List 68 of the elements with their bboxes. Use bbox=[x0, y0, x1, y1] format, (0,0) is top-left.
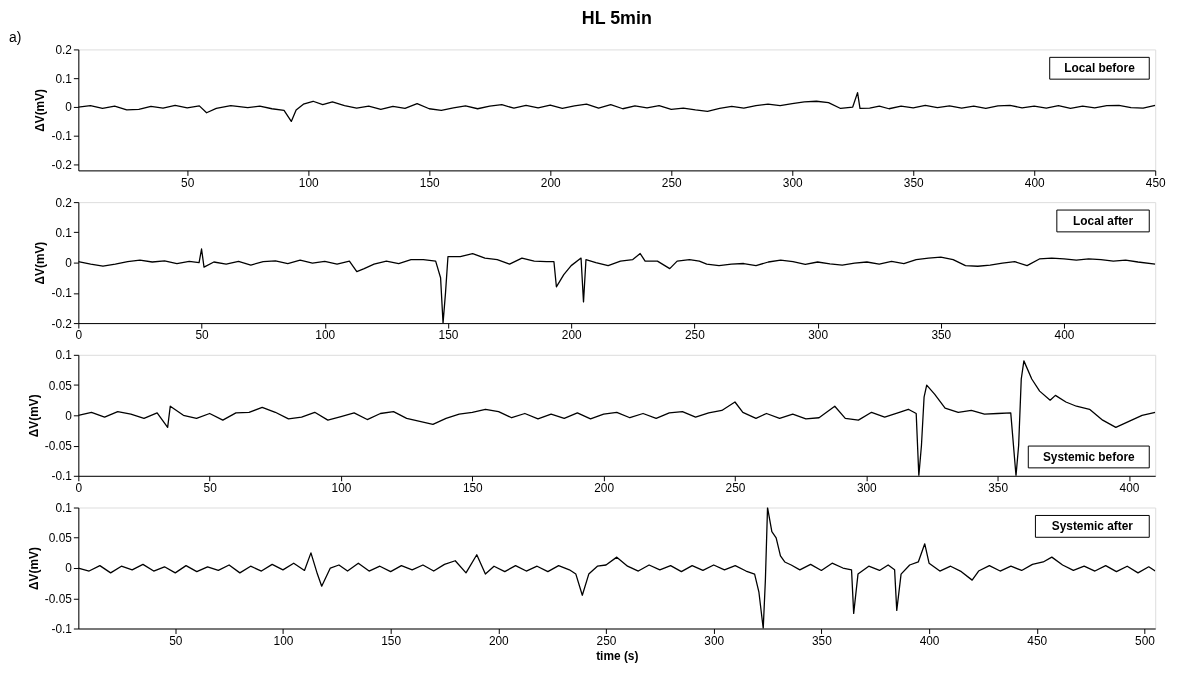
x-tick-label: 150 bbox=[381, 633, 402, 648]
x-tick-label: 150 bbox=[419, 175, 441, 190]
y-tick-label: 0 bbox=[65, 408, 73, 423]
x-tick-label: 300 bbox=[782, 175, 804, 190]
y-tick-label: 0 bbox=[65, 100, 73, 115]
x-tick-label: 350 bbox=[811, 633, 833, 648]
x-tick-label: 400 bbox=[1119, 481, 1140, 496]
x-tick-label: 0 bbox=[75, 481, 83, 496]
y-tick-label: 0.1 bbox=[55, 71, 73, 86]
text: a) bbox=[8, 29, 22, 46]
x-tick-label: 350 bbox=[988, 481, 1009, 496]
y-axis-title: ΔV(mV) bbox=[33, 241, 48, 285]
y-tick-label: -0.05 bbox=[44, 591, 73, 606]
y-tick-label: 0 bbox=[65, 256, 73, 271]
x-tick-label: 350 bbox=[931, 328, 952, 343]
x-tick-label: 400 bbox=[1054, 328, 1075, 343]
y-tick-label: 0.1 bbox=[55, 225, 73, 240]
x-tick-label: 50 bbox=[203, 481, 218, 496]
x-tick-label: 150 bbox=[438, 328, 459, 343]
x-tick-label: 400 bbox=[1024, 175, 1045, 190]
x-axis-title: time (s) bbox=[596, 648, 639, 663]
x-tick-label: 250 bbox=[684, 328, 706, 343]
text: Local before bbox=[1064, 61, 1136, 76]
y-tick-label: -0.1 bbox=[51, 129, 73, 144]
y-tick-label: 0 bbox=[65, 561, 73, 576]
x-tick-label: 250 bbox=[596, 633, 617, 648]
y-tick-label: -0.1 bbox=[51, 621, 73, 636]
text: Systemic before bbox=[1042, 449, 1136, 464]
y-axis-title: ΔV(mV) bbox=[26, 394, 41, 438]
x-tick-label: 100 bbox=[331, 481, 352, 496]
chart-title: HL 5min bbox=[581, 7, 652, 28]
x-tick-label: 50 bbox=[169, 633, 183, 648]
x-tick-label: 200 bbox=[540, 175, 562, 190]
y-tick-label: -0.1 bbox=[51, 286, 73, 301]
y-tick-label: 0.1 bbox=[55, 348, 73, 363]
y-axis-title: ΔV(mV) bbox=[26, 547, 41, 590]
series-label: Systemic after bbox=[1051, 519, 1134, 534]
y-tick-label: -0.05 bbox=[44, 439, 73, 454]
x-tick-label: 250 bbox=[725, 481, 746, 496]
y-axis-title: ΔV(mV) bbox=[33, 88, 48, 132]
x-tick-label: 150 bbox=[462, 481, 484, 496]
y-tick-label: -0.1 bbox=[51, 469, 73, 484]
x-tick-label: 100 bbox=[273, 633, 294, 648]
x-tick-label: 450 bbox=[1145, 175, 1166, 190]
x-tick-label: 50 bbox=[181, 175, 195, 190]
text: Local after bbox=[1073, 213, 1134, 228]
x-tick-label: 450 bbox=[1027, 633, 1048, 648]
x-tick-label: 300 bbox=[704, 633, 725, 648]
x-tick-label: 200 bbox=[594, 481, 615, 496]
x-tick-label: 400 bbox=[919, 633, 940, 648]
x-tick-label: 250 bbox=[661, 175, 683, 190]
x-tick-label: 350 bbox=[903, 175, 925, 190]
x-tick-label: 100 bbox=[298, 175, 320, 190]
x-tick-label: 0 bbox=[75, 328, 83, 343]
y-tick-label: 0.05 bbox=[48, 378, 73, 393]
y-tick-label: 0.1 bbox=[55, 501, 73, 515]
y-tick-label: -0.2 bbox=[51, 158, 72, 173]
y-tick-label: 0.05 bbox=[48, 531, 73, 546]
x-tick-label: 50 bbox=[195, 328, 210, 343]
x-tick-label: 200 bbox=[561, 328, 582, 343]
x-tick-label: 300 bbox=[856, 481, 878, 496]
y-tick-label: -0.2 bbox=[51, 316, 72, 331]
x-tick-label: 100 bbox=[315, 328, 336, 343]
x-tick-label: 200 bbox=[488, 633, 510, 648]
x-tick-label: 300 bbox=[808, 328, 829, 343]
x-tick-label: 500 bbox=[1135, 633, 1156, 648]
y-tick-label: 0.2 bbox=[55, 195, 72, 210]
y-tick-label: 0.2 bbox=[55, 42, 72, 57]
